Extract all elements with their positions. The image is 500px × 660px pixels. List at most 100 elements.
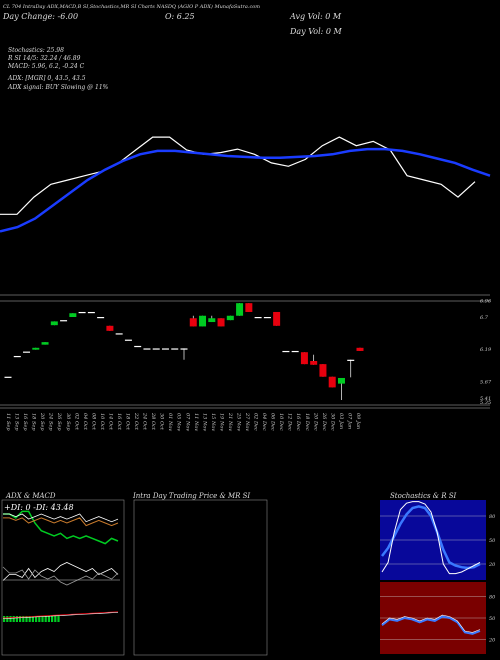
- date-axis-label: 03 Jan: [338, 413, 344, 429]
- adx-signal-text: ADX signal: BUY Slowing @ 11%: [8, 84, 109, 91]
- date-axis-label: 27 Nov: [244, 412, 250, 431]
- macd-histogram-bar: [15, 616, 18, 622]
- candle-body: [180, 348, 188, 350]
- candle-body: [282, 350, 290, 353]
- date-axis-label: 08 Oct: [90, 413, 96, 431]
- date-axis-label: 25 Nov: [235, 412, 241, 431]
- date-axis-label: 10 Dec: [278, 413, 284, 431]
- candle-body: [273, 311, 281, 326]
- candle-body: [69, 313, 77, 317]
- date-axis-label: 24 Sep: [48, 412, 54, 431]
- rsi-axis-label: 20: [488, 638, 496, 644]
- price-axis-label: 5.67: [480, 380, 492, 386]
- rsi-line: [381, 615, 481, 635]
- date-axis-label: 14 Oct: [107, 413, 113, 431]
- candle-body: [217, 318, 225, 327]
- date-axis-label: 05 Nov: [176, 413, 182, 431]
- adx-white-line: [3, 513, 119, 523]
- day-vol-text: Day Vol: 0 M: [290, 27, 342, 36]
- candle-body: [161, 348, 169, 350]
- date-axis-label: 16 Sep: [22, 413, 28, 431]
- candle-body: [356, 347, 364, 351]
- candle-body: [60, 320, 68, 322]
- macd-histogram-bar: [6, 616, 9, 622]
- candle-body: [226, 315, 234, 321]
- date-axis-label: 12 Dec: [287, 413, 293, 431]
- macd-main-line: [2, 611, 119, 619]
- macd-histogram-bar: [25, 616, 28, 622]
- macd-histogram-bar: [3, 616, 6, 622]
- macd-histogram-bar: [19, 616, 22, 622]
- rsi-overlay-line: [381, 614, 481, 633]
- stoch-axis-label: 50: [489, 538, 496, 544]
- candle-body: [13, 355, 21, 358]
- day-change-text: Day Change: -6.00: [3, 12, 79, 21]
- date-axis-label: 10 Oct: [99, 413, 105, 431]
- macd-histogram-bar: [22, 616, 25, 622]
- candle-body: [23, 351, 31, 353]
- macd-histogram-bar: [54, 616, 57, 622]
- candle-body: [245, 303, 253, 312]
- candle-body: [263, 317, 271, 319]
- macd-line-1: [2, 562, 119, 581]
- candle-body: [50, 321, 58, 326]
- macd-histogram-bar: [38, 616, 41, 622]
- price-line: [0, 136, 476, 215]
- candle-body: [4, 376, 12, 378]
- adx-green-line: [3, 510, 119, 545]
- macd-histogram-bar: [28, 616, 31, 622]
- price-axis-label: 5.41: [480, 396, 491, 402]
- candle-body: [337, 377, 345, 384]
- date-axis-label: 26 Sep: [56, 412, 62, 431]
- date-axis-label: 19 Nov: [218, 413, 224, 431]
- stochastics-text: Stochastics: 25.98: [8, 47, 64, 54]
- macd-text: MACD: 5.96, 6.2, -0.24 C: [8, 63, 85, 70]
- stoch-d-line: [381, 505, 481, 570]
- macd-line-2: [2, 566, 119, 586]
- stoch-panel-title: Stochastics & R SI: [390, 492, 457, 500]
- date-axis-label: 07 Jan: [346, 413, 352, 429]
- candle-body: [300, 352, 308, 365]
- candle-body: [115, 333, 123, 335]
- date-axis-label: 07 Nov: [184, 413, 190, 431]
- date-axis-label: 30 Sep: [65, 413, 71, 431]
- intraday-panel-title: Intra Day Trading Price & MR SI: [133, 492, 251, 500]
- date-axis-label: 20 Sep: [39, 412, 45, 431]
- candle-body: [328, 376, 336, 388]
- candle-body: [310, 361, 318, 365]
- candle-body: [254, 317, 262, 319]
- date-axis-label: 01 Nov: [167, 413, 173, 431]
- date-axis-label: 02 Oct: [73, 413, 79, 431]
- candle-body: [134, 345, 142, 348]
- candle-body: [32, 347, 40, 350]
- adx-text: ADX: [MGR] 0, 43.5, 43.5: [8, 75, 86, 82]
- date-axis-label: 18 Dec: [304, 413, 310, 431]
- rsi-text: R SI 14/5: 32.24 / 46.89: [8, 55, 81, 62]
- candle-body: [78, 311, 86, 314]
- macd-histogram-bar: [12, 616, 15, 622]
- macd-histogram-bar: [51, 616, 54, 622]
- price-axis-label: 6.7: [480, 315, 489, 321]
- macd-histogram-bar: [41, 616, 44, 622]
- date-axis-label: 18 Oct: [125, 413, 131, 431]
- price-axis-label: 6.96: [480, 299, 492, 305]
- date-axis-label: 13 Nov: [201, 413, 207, 431]
- chart-header-line: CL 704 IntraDay ADX,MACD,B SI,Stochastic…: [3, 4, 261, 10]
- price-axis-label: 6.19: [480, 347, 492, 353]
- date-axis-label: 20 Dec: [312, 412, 318, 431]
- date-axis-label: 21 Nov: [227, 412, 233, 431]
- stoch-k-line: [381, 501, 481, 575]
- candle-body: [152, 348, 160, 350]
- candle-body: [143, 348, 151, 350]
- candle-body: [171, 348, 179, 350]
- date-axis-label: 24 Oct: [142, 412, 148, 431]
- macd-signal-line: [2, 611, 119, 620]
- date-axis-label: 02 Dec: [253, 413, 259, 431]
- date-axis-label: 30 Dec: [329, 413, 335, 431]
- candle-body: [319, 364, 327, 377]
- macd-histogram-bar: [31, 616, 34, 622]
- stoch-axis-label: 80: [489, 514, 496, 520]
- date-axis-label: 16 Dec: [295, 413, 301, 431]
- candle-body: [236, 303, 244, 316]
- date-axis-label: 30 Oct: [159, 413, 165, 431]
